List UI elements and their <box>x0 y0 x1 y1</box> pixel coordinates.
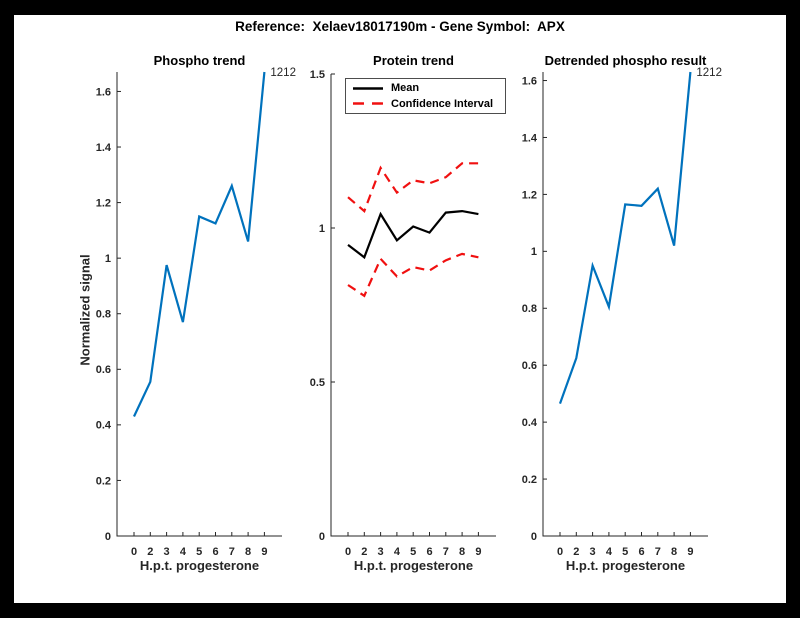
subplot2-title: Protein trend <box>373 53 454 68</box>
x-tick-label: 6 <box>638 546 644 558</box>
y-tick-label: 0.4 <box>96 420 112 432</box>
ci-upper-line <box>347 162 479 213</box>
y-tick-label: 0.6 <box>96 364 111 376</box>
x-tick-label: 0 <box>131 546 137 558</box>
legend-row-mean: Mean <box>353 82 505 94</box>
subplot2-x-axis-label: H.p.t. progesterone <box>353 558 474 573</box>
x-tick-label: 2 <box>361 546 367 558</box>
x-tick-label: 7 <box>229 546 235 558</box>
subplot3-x-axis-label: H.p.t. progesterone <box>565 558 686 573</box>
y-tick-label: 0.2 <box>96 475 111 487</box>
x-tick-label: 5 <box>196 546 202 558</box>
phospho-signal-line <box>133 71 266 417</box>
x-tick-label: 7 <box>655 546 661 558</box>
x-tick-label: 2 <box>573 546 579 558</box>
figure-canvas: Reference: Xelaev18017190m - Gene Symbol… <box>14 15 786 603</box>
plots-canvas: 00.20.40.60.811.21.41.60 2 3 4 5 6 7 8 9121200.5… <box>96 67 722 558</box>
y-tick-label: 1.4 <box>96 142 112 154</box>
y-tick-label: 0 <box>531 531 537 543</box>
y-tick-label: 0 <box>105 531 111 543</box>
y-tick-label: 0 <box>319 531 325 543</box>
mean-line <box>347 209 479 260</box>
x-tick-label: 8 <box>245 546 251 558</box>
y-tick-label: 1.2 <box>522 189 537 201</box>
x-tick-label: 8 <box>459 546 465 558</box>
y-tick-label: 0.8 <box>96 309 111 321</box>
x-tick-label: 4 <box>180 546 187 558</box>
ci-line-sample-icon <box>353 102 383 105</box>
x-tick-label: 5 <box>410 546 416 558</box>
y-tick-label: 1 <box>319 223 325 235</box>
x-tick-label: 4 <box>606 546 613 558</box>
y-tick-label: 0.5 <box>310 377 325 389</box>
y-tick-label: 1.2 <box>96 197 111 209</box>
x-tick-label: 9 <box>261 546 267 558</box>
x-tick-label: 0 <box>345 546 351 558</box>
y-tick-label: 1 <box>105 253 111 265</box>
x-tick-label: 3 <box>378 546 384 558</box>
ci-lower-line <box>347 252 479 298</box>
detrended-phospho-line <box>558 71 692 404</box>
x-tick-label: 0 <box>557 546 563 558</box>
y-tick-label: 0.6 <box>522 360 537 372</box>
subplot1-title: Phospho trend <box>153 53 246 68</box>
figure-title: Reference: Xelaev18017190m - Gene Symbol… <box>235 19 565 34</box>
x-tick-label: 6 <box>212 546 218 558</box>
y-tick-label: 1.4 <box>522 132 538 144</box>
legend-label-ci: Confidence Interval <box>391 97 494 110</box>
y-tick-label: 0.8 <box>522 303 537 315</box>
y-tick-label: 1.6 <box>96 86 111 98</box>
subplot3-annotation: 1212 <box>696 67 722 79</box>
subplot2-axes <box>330 74 496 537</box>
y-axis-label: Normalized signal <box>77 254 93 366</box>
x-tick-label: 2 <box>147 546 153 558</box>
mean-line-sample-icon <box>353 87 383 90</box>
legend-row-ci: Confidence Interval <box>353 98 505 110</box>
x-tick-label: 6 <box>426 546 432 558</box>
x-tick-label: 3 <box>164 546 170 558</box>
legend-box: Mean Confidence Interval <box>345 78 506 114</box>
x-tick-label: 7 <box>443 546 449 558</box>
x-tick-label: 3 <box>590 546 596 558</box>
x-tick-label: 5 <box>622 546 628 558</box>
y-tick-label: 1.6 <box>522 75 537 87</box>
y-tick-label: 1 <box>531 246 537 258</box>
legend-label-mean: Mean <box>391 82 420 95</box>
y-tick-label: 1.5 <box>310 69 325 81</box>
x-tick-label: 9 <box>687 546 693 558</box>
y-tick-label: 0.4 <box>522 417 538 429</box>
subplot1-x-axis-label: H.p.t. progesterone <box>139 558 260 573</box>
y-tick-label: 0.2 <box>522 474 537 486</box>
x-tick-label: 8 <box>671 546 677 558</box>
x-tick-label: 9 <box>475 546 481 558</box>
subplot3-title: Detrended phospho result <box>544 53 707 68</box>
subplot1-annotation: 1212 <box>270 67 296 79</box>
x-tick-label: 4 <box>394 546 401 558</box>
